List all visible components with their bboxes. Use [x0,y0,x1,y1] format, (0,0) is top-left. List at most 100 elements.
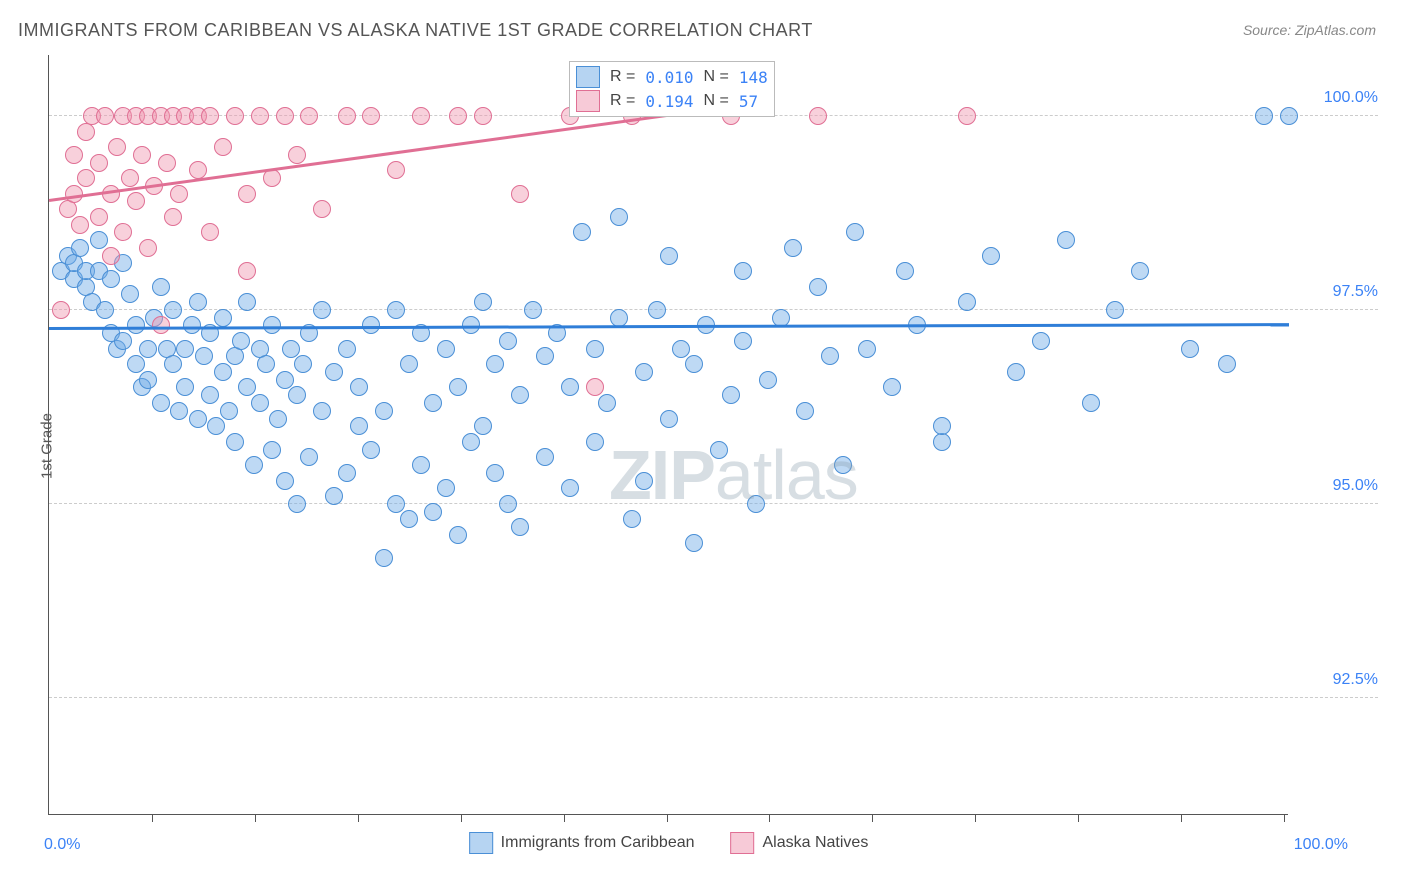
data-point-blue [288,495,306,513]
data-point-blue [176,340,194,358]
data-point-blue [90,231,108,249]
data-point-blue [189,410,207,428]
data-point-blue [511,386,529,404]
stat-r-blue: 0.010 [645,68,693,87]
data-point-blue [152,278,170,296]
swatch-pink [576,90,600,112]
data-point-blue [1280,107,1298,125]
data-point-blue [660,247,678,265]
x-tick [255,814,256,822]
data-point-blue [462,433,480,451]
data-point-pink [238,185,256,203]
data-point-pink [276,107,294,125]
data-point-blue [400,355,418,373]
data-point-blue [1007,363,1025,381]
data-point-pink [102,247,120,265]
data-point-pink [362,107,380,125]
data-point-pink [170,185,188,203]
data-point-blue [269,410,287,428]
data-point-pink [586,378,604,396]
data-point-pink [201,223,219,241]
x-tick [152,814,153,822]
data-point-pink [59,200,77,218]
data-point-blue [486,355,504,373]
x-tick [975,814,976,822]
data-point-blue [300,448,318,466]
data-point-blue [424,394,442,412]
data-point-blue [424,503,442,521]
data-point-blue [313,301,331,319]
data-point-pink [158,154,176,172]
data-point-blue [387,495,405,513]
data-point-blue [152,394,170,412]
data-point-blue [933,417,951,435]
y-tick-label: 92.5% [1298,671,1378,689]
data-point-blue [635,363,653,381]
data-point-blue [648,301,666,319]
data-point-blue [245,456,263,474]
data-point-pink [300,107,318,125]
data-point-blue [747,495,765,513]
data-point-blue [350,417,368,435]
data-point-blue [858,340,876,358]
data-point-blue [784,239,802,257]
data-point-blue [499,495,517,513]
legend-row-blue: R = 0.010 N = 148 [576,66,768,88]
data-point-blue [610,208,628,226]
data-point-blue [536,448,554,466]
legend-row-pink: R = 0.194 N = 57 [576,90,768,112]
data-point-pink [958,107,976,125]
data-point-blue [164,301,182,319]
data-point-blue [1032,332,1050,350]
data-point-blue [375,402,393,420]
x-axis-min-label: 0.0% [44,836,80,854]
x-tick [667,814,668,822]
data-point-blue [214,309,232,327]
data-point-pink [809,107,827,125]
data-point-blue [96,301,114,319]
x-tick [1181,814,1182,822]
data-point-pink [164,208,182,226]
data-point-blue [189,293,207,311]
data-point-blue [598,394,616,412]
data-point-pink [226,107,244,125]
data-point-blue [282,340,300,358]
data-point-pink [449,107,467,125]
data-point-blue [536,347,554,365]
data-point-blue [437,340,455,358]
data-point-blue [226,347,244,365]
data-point-blue [486,464,504,482]
data-point-blue [1106,301,1124,319]
data-point-blue [834,456,852,474]
data-point-blue [238,293,256,311]
data-point-blue [734,262,752,280]
swatch-blue [469,832,493,854]
data-point-blue [511,518,529,536]
data-point-pink [412,107,430,125]
bottom-legend: Immigrants from Caribbean Alaska Natives [469,832,869,854]
data-point-blue [276,472,294,490]
data-point-blue [375,549,393,567]
data-point-blue [958,293,976,311]
data-point-blue [722,386,740,404]
data-point-blue [207,417,225,435]
data-point-blue [220,402,238,420]
data-point-pink [52,301,70,319]
data-point-blue [474,417,492,435]
data-point-blue [734,332,752,350]
y-tick-label: 95.0% [1298,477,1378,495]
data-point-blue [883,378,901,396]
legend-item-blue: Immigrants from Caribbean [469,832,695,854]
data-point-blue [325,363,343,381]
stat-label-n: N = [704,92,729,110]
x-tick [358,814,359,822]
data-point-blue [195,347,213,365]
data-point-blue [561,479,579,497]
data-point-blue [263,441,281,459]
data-point-pink [90,154,108,172]
data-point-pink [96,107,114,125]
plot-inner: 92.5%95.0%97.5%100.0% [49,55,1288,814]
data-point-blue [896,262,914,280]
data-point-blue [499,332,517,350]
data-point-blue [412,456,430,474]
